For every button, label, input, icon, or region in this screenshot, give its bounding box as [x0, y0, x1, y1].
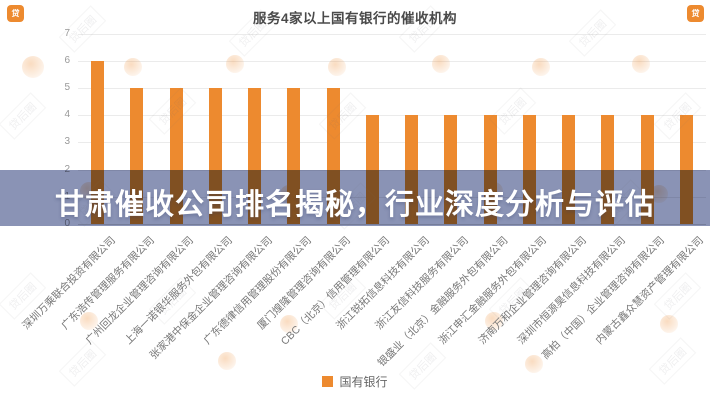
daihouquan-logo-glyph: 贷 — [11, 8, 20, 18]
y-axis-tick: 4 — [64, 109, 70, 121]
daihouquan-logo-watermark — [525, 355, 543, 373]
daihouquan-logo-watermark — [632, 55, 650, 73]
daihouquan-logo-watermark — [218, 352, 236, 370]
y-axis-tick: 3 — [64, 136, 70, 148]
gridline — [78, 88, 706, 89]
legend-swatch — [322, 376, 334, 387]
overlay-banner — [0, 170, 710, 226]
daihouquan-logo-badge: 贷 — [7, 5, 24, 22]
daihouquan-logo-watermark — [660, 315, 678, 333]
y-axis-tick: 7 — [64, 27, 70, 39]
legend-label: 国有银行 — [339, 375, 388, 389]
daihouquan-logo-watermark — [226, 55, 244, 73]
y-axis-tick: 5 — [64, 82, 70, 93]
gridline — [78, 33, 706, 35]
daihouquan-logo-watermark — [22, 56, 44, 78]
y-axis-tick: 6 — [64, 54, 70, 66]
daihouquan-logo-glyph: 贷 — [691, 8, 700, 18]
gridline — [78, 142, 706, 144]
daihouquan-logo-watermark — [432, 55, 450, 73]
y-axis-tick: 2 — [44, 164, 70, 175]
gridline — [78, 60, 706, 62]
legend: 国有银行 — [0, 373, 710, 390]
daihouquan-watermark: 贷后圈 — [0, 92, 47, 140]
daihouquan-logo-badge: 贷 — [687, 5, 704, 22]
gridline — [78, 115, 706, 117]
chart-title: 服务4家以上国有银行的催收机构 — [252, 11, 457, 26]
overlay-banner-text: 甘肃催收公司排名揭秘，行业深度分析与评估 — [54, 189, 655, 221]
